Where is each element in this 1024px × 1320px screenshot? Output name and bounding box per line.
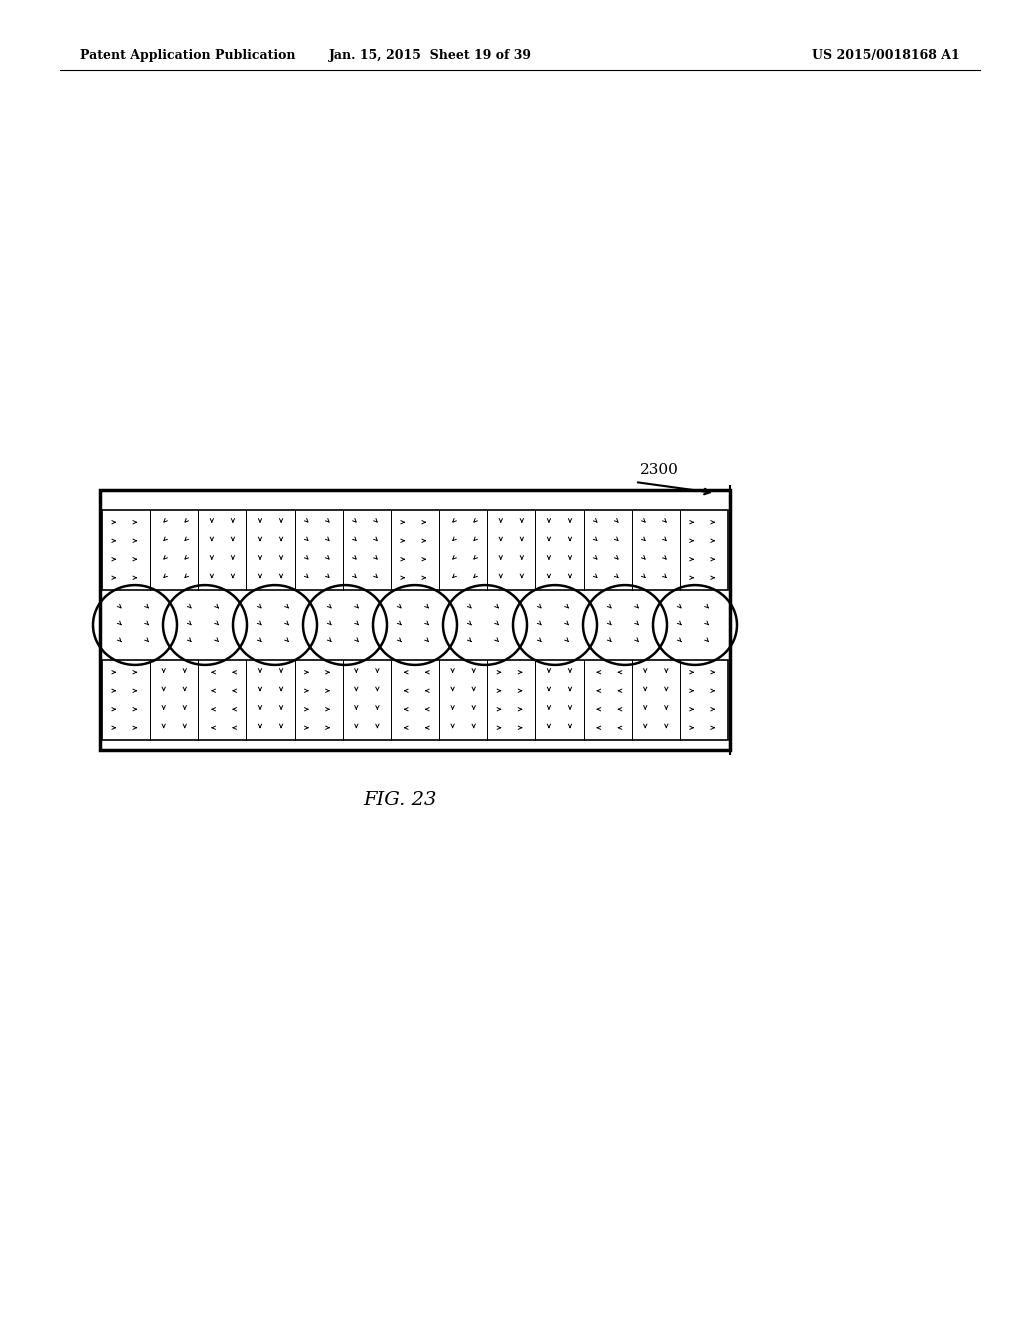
Text: 2300: 2300 xyxy=(640,463,679,477)
Text: US 2015/0018168 A1: US 2015/0018168 A1 xyxy=(812,49,961,62)
Text: Jan. 15, 2015  Sheet 19 of 39: Jan. 15, 2015 Sheet 19 of 39 xyxy=(329,49,531,62)
Text: FIG. 23: FIG. 23 xyxy=(364,791,436,809)
Bar xyxy=(100,490,730,750)
Bar xyxy=(102,510,728,590)
Text: Patent Application Publication: Patent Application Publication xyxy=(80,49,296,62)
Bar xyxy=(102,660,728,741)
